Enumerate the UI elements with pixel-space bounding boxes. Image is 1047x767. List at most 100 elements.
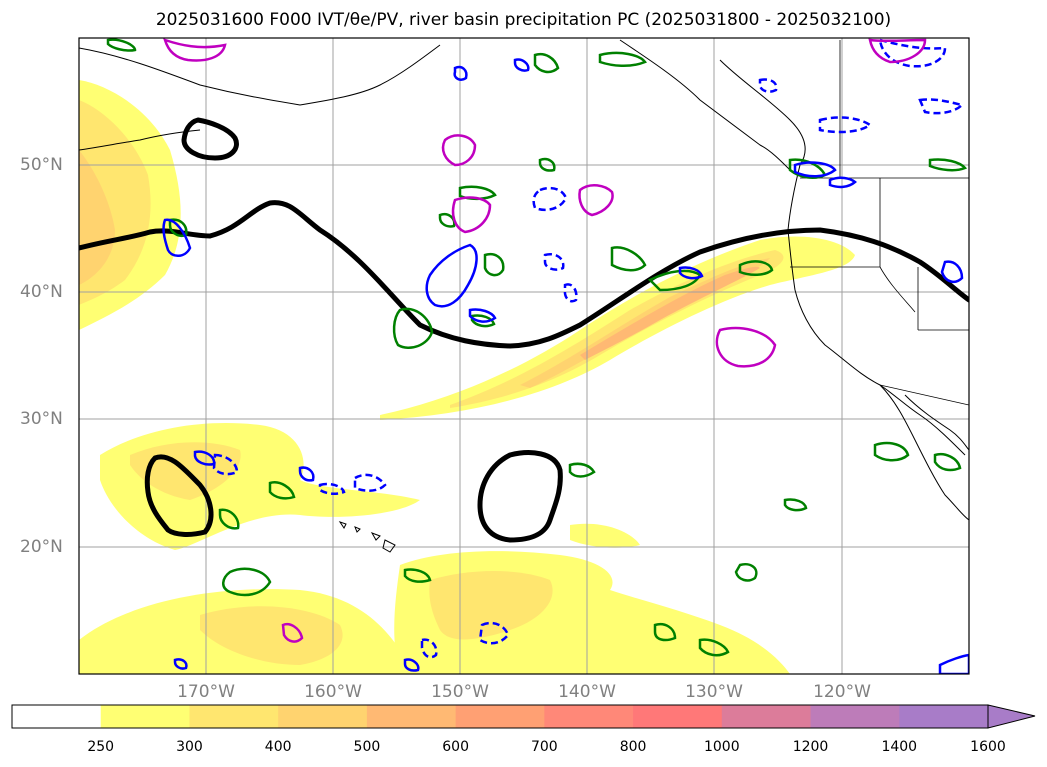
- green-contour: [483, 253, 505, 277]
- colorbar-tick-label: 400: [264, 739, 292, 755]
- lat-label-50n: 50°N: [20, 155, 63, 175]
- colorbar-tick-label: 1600: [970, 739, 1006, 755]
- magenta-contour: [868, 38, 927, 64]
- blue-contour: [793, 161, 837, 178]
- green-contour: [933, 453, 962, 472]
- green-contour: [598, 51, 647, 67]
- magenta-contour: [441, 134, 477, 167]
- blue-dashed-contour: [353, 473, 387, 492]
- lat-label-40n: 40°N: [20, 282, 63, 302]
- borders: [790, 40, 969, 406]
- green-contour: [392, 307, 434, 349]
- blue-dashed-contours: [212, 38, 965, 659]
- bc-coast: [719, 59, 806, 166]
- green-contour: [568, 462, 596, 478]
- theta-e-loop-north: [181, 117, 239, 161]
- colorbar-cell: [189, 705, 279, 728]
- west-coast: [787, 164, 966, 456]
- blue-contour: [298, 466, 315, 482]
- blue-contour: [403, 658, 420, 672]
- colorbar-tick-label: 250: [87, 739, 115, 755]
- green-contour: [928, 158, 968, 172]
- colorbar-extend-arrow: [987, 704, 1036, 729]
- colorbar-cell: [899, 705, 989, 728]
- magenta-contour: [715, 326, 777, 368]
- magenta-contour: [281, 623, 304, 643]
- green-contour: [647, 269, 702, 292]
- alaska-coast: [79, 44, 441, 106]
- colorbar-tick-label: 500: [353, 739, 381, 755]
- green-contour: [653, 623, 677, 642]
- lat-label-20n: 20°N: [20, 537, 63, 557]
- baja-coast: [879, 384, 969, 521]
- se-alaska-coast: [619, 39, 791, 171]
- magenta-contour: [578, 184, 614, 217]
- blue-contour: [513, 58, 530, 72]
- green-contour: [106, 38, 137, 52]
- blue-dashed-contour: [543, 253, 565, 271]
- colorbar-cells: [12, 705, 989, 728]
- green-contour: [222, 567, 272, 597]
- theta-e-contours: [79, 117, 969, 543]
- ivt-colorbar: [11, 704, 1036, 729]
- blue-contour: [828, 176, 857, 189]
- colorbar-cell: [721, 705, 812, 728]
- colorbar-tick-label: 1000: [703, 739, 740, 755]
- green-contour: [610, 246, 647, 272]
- blue-dashed-contour: [318, 482, 346, 495]
- green-contour: [698, 638, 730, 657]
- blue-contour: [940, 260, 964, 284]
- ivt-southwest-core: [200, 606, 343, 665]
- colorbar-tick-label: 600: [442, 739, 469, 755]
- ivt-plume-west-inner: [79, 150, 115, 285]
- blue-dashed-contour: [758, 78, 778, 93]
- blue-dashed-contour: [478, 621, 510, 645]
- magenta-contour: [451, 196, 492, 234]
- theta-e-loop-central: [477, 450, 563, 543]
- colorbar-cell: [366, 705, 457, 728]
- graticule: [79, 38, 969, 674]
- blue-contours: [162, 58, 969, 674]
- theta-e-loop-west: [144, 454, 214, 537]
- lat-label-30n: 30°N: [20, 409, 63, 429]
- ivt-patch-east: [570, 523, 640, 548]
- blue-dashed-contour: [563, 283, 578, 303]
- green-contours: [106, 38, 968, 657]
- ivt-shading: [79, 80, 855, 674]
- lon-label-160w: 160°W: [304, 682, 362, 702]
- blue-contour: [425, 243, 478, 308]
- green-contour: [734, 563, 758, 582]
- colorbar-tick-label: 300: [176, 739, 203, 755]
- colorbar-frame: [11, 704, 989, 729]
- theta-e-main: [79, 200, 969, 349]
- blue-contour: [453, 65, 468, 81]
- lon-label-120w: 120°W: [813, 682, 871, 702]
- colorbar-cell: [633, 705, 723, 728]
- blue-dashed-contour: [532, 186, 568, 212]
- green-contour: [738, 260, 774, 276]
- blue-contour: [678, 266, 704, 280]
- blue-dashed-contour: [918, 98, 965, 115]
- green-contour: [873, 441, 910, 462]
- colorbar-cell: [810, 705, 900, 728]
- chart-title: 2025031600 F000 IVT/θe/PV, river basin p…: [155, 10, 892, 30]
- colorbar-tick-label: 1200: [792, 739, 829, 755]
- green-contour: [268, 481, 296, 500]
- colorbar-cell: [544, 705, 634, 728]
- blue-contour: [173, 658, 188, 670]
- alaska-peninsula: [79, 129, 201, 151]
- magenta-contours: [163, 38, 927, 643]
- colorbar-tick-label: 1400: [881, 739, 918, 755]
- lon-label-150w: 150°W: [431, 682, 489, 702]
- blue-dashed-contour: [420, 638, 438, 659]
- green-contour: [438, 213, 456, 228]
- colorbar-cell: [100, 705, 190, 728]
- colorbar-cell: [12, 705, 102, 728]
- ivt-ar-peak: [580, 266, 760, 360]
- blue-contour: [468, 308, 497, 323]
- hawaii-islands: [338, 521, 396, 553]
- green-contour: [538, 157, 556, 172]
- colorbar-cell: [278, 705, 368, 728]
- green-contour: [470, 314, 496, 328]
